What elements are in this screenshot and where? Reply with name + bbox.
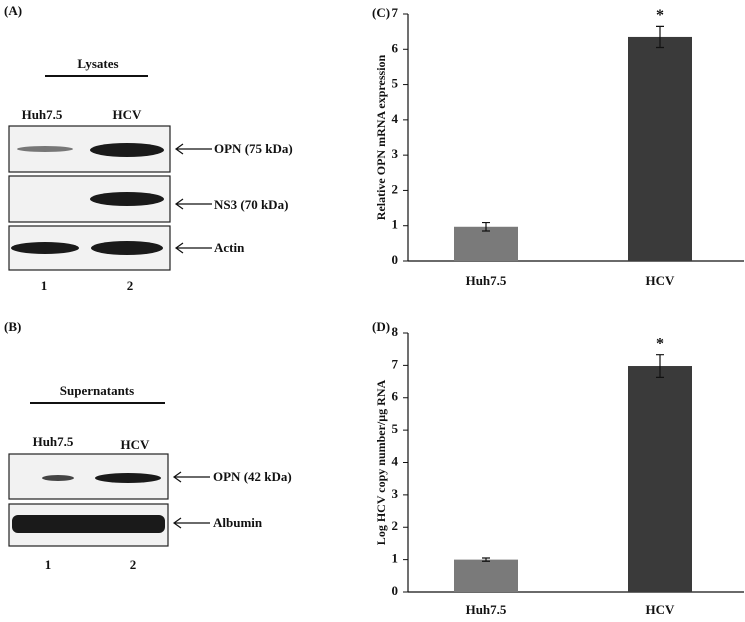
- x-tick-label: HCV: [646, 273, 676, 288]
- panel-label: (C): [372, 5, 390, 20]
- error-bar: [656, 25, 664, 49]
- y-tick-label: 0: [392, 583, 399, 598]
- lane-number: 1: [45, 557, 52, 572]
- y-tick-label: 0: [392, 252, 399, 267]
- row-label: NS3 (70 kDa): [214, 197, 288, 212]
- blot-panel-b: (B) Supernatants Huh7.5 HCV OPN (42 kDa)…: [4, 319, 292, 572]
- bar: [628, 36, 692, 261]
- row-label: OPN (75 kDa): [214, 141, 293, 156]
- row-label: Albumin: [213, 515, 263, 530]
- y-tick-label: 3: [392, 486, 399, 501]
- band: [90, 143, 164, 157]
- panel-label: (A): [4, 3, 22, 18]
- x-tick-label: Huh7.5: [466, 602, 507, 617]
- y-tick-label: 3: [392, 146, 399, 161]
- band: [91, 241, 163, 255]
- y-tick-label: 5: [392, 421, 399, 436]
- y-tick-label: 4: [392, 453, 399, 468]
- bar: [454, 226, 518, 261]
- arrow: [174, 242, 212, 254]
- blot-panel-a: (A) Lysates Huh7.5 HCV OPN (75 kDa) NS3 …: [4, 3, 293, 293]
- bar: [628, 366, 692, 592]
- significance-mark: *: [656, 335, 664, 352]
- y-tick-label: 1: [392, 217, 399, 232]
- y-tick-label: 5: [392, 76, 399, 91]
- x-tick-label: Huh7.5: [466, 273, 507, 288]
- band: [11, 242, 79, 254]
- band: [42, 475, 74, 481]
- y-tick-label: 2: [392, 518, 399, 533]
- band: [17, 146, 73, 152]
- error-bar: [482, 221, 490, 232]
- y-axis-label: Log HCV copy number/µg RNA: [374, 379, 388, 545]
- band: [12, 515, 165, 533]
- y-tick-label: 8: [392, 324, 399, 339]
- lane-number: 2: [127, 278, 134, 293]
- arrow: [174, 143, 212, 155]
- panel-label: (B): [4, 319, 21, 334]
- lane-label: HCV: [121, 437, 151, 452]
- y-tick-label: 7: [392, 5, 399, 20]
- lane-label: Huh7.5: [22, 107, 63, 122]
- arrow: [174, 198, 212, 210]
- band: [90, 192, 164, 206]
- bar: [454, 559, 518, 592]
- arrow: [172, 517, 210, 529]
- y-tick-label: 2: [392, 181, 399, 196]
- y-tick-label: 1: [392, 551, 399, 566]
- y-tick-label: 6: [392, 40, 399, 55]
- significance-mark: *: [656, 7, 664, 24]
- blot-title: Supernatants: [60, 383, 134, 398]
- lane-label: HCV: [113, 107, 143, 122]
- y-tick-label: 6: [392, 389, 399, 404]
- lane-number: 2: [130, 557, 137, 572]
- lane-label: Huh7.5: [33, 434, 74, 449]
- y-tick-label: 4: [392, 111, 399, 126]
- row-label: Actin: [214, 240, 245, 255]
- y-tick-label: 7: [392, 356, 399, 371]
- row-label: OPN (42 kDa): [213, 469, 292, 484]
- lane-number: 1: [41, 278, 48, 293]
- panel-label: (D): [372, 319, 390, 334]
- error-bar: [482, 557, 490, 562]
- arrow: [172, 471, 210, 483]
- error-bar: [656, 354, 664, 378]
- x-tick-label: HCV: [646, 602, 676, 617]
- blot-title: Lysates: [77, 56, 118, 71]
- band: [95, 473, 161, 483]
- y-axis-label: Relative OPN mRNA expression: [374, 54, 388, 220]
